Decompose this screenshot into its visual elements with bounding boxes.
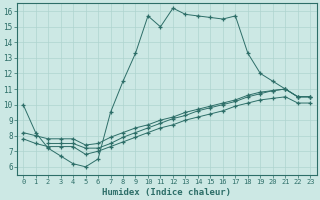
X-axis label: Humidex (Indice chaleur): Humidex (Indice chaleur): [102, 188, 231, 197]
